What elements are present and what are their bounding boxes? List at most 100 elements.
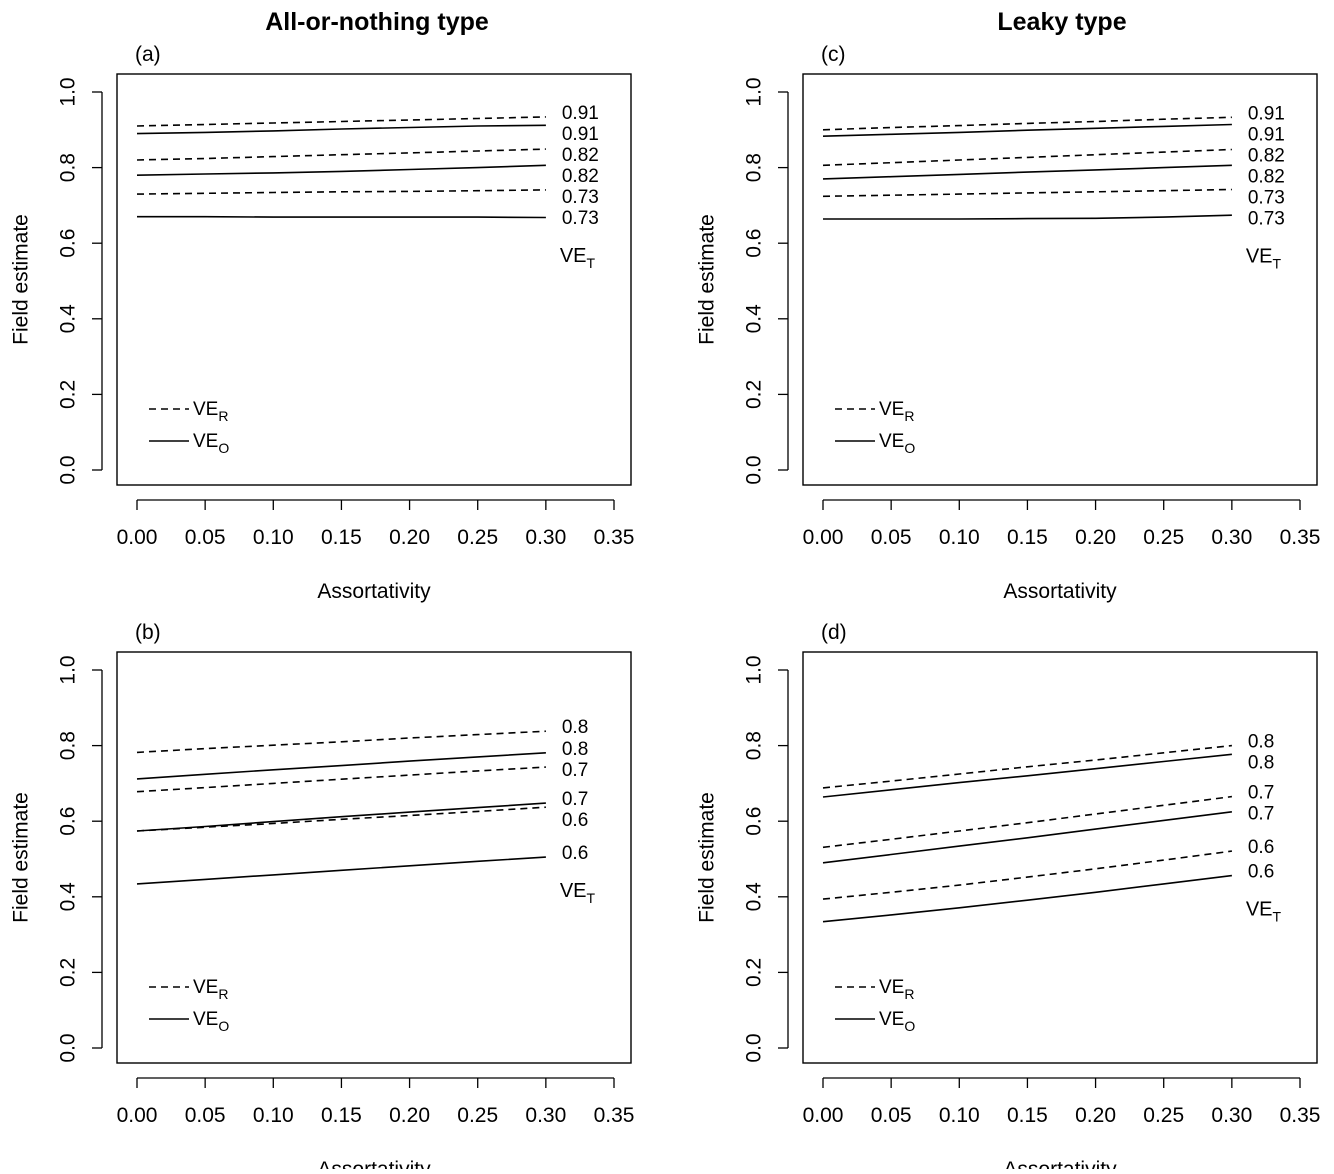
y-tick-label: 0.4 [57,304,80,334]
legend-label-1: VER [193,399,228,424]
y-tick-label: 1.0 [57,77,80,106]
legend-label-2: VEO [879,431,915,456]
y-tick-label: 0.6 [57,229,80,258]
series-end-label: 0.73 [562,187,599,208]
series-end-label: 0.82 [562,166,599,187]
x-tick-label: 0.10 [253,1104,294,1127]
series-line-6 [823,214,1232,220]
annotation-ve-t: VET [560,245,596,271]
x-tick-label: 0.00 [803,526,844,549]
panel-d: (d) 0.00 0.05 0.10 0.15 0.20 0.25 0.30 0.35 Assor… [696,621,1321,1174]
legend-label-2: VEO [879,1009,915,1034]
series-end-label: 0.73 [562,208,599,229]
x-tick-label: 0.25 [1143,526,1184,549]
legend-label-1: VER [879,977,914,1002]
y-tick-label: 0.4 [57,882,80,912]
y-axis-label: Field estimate [10,214,33,345]
series-line-4 [136,164,546,176]
panel-label: (b) [135,621,161,644]
series-end-label: 0.91 [562,124,599,145]
x-tick-label: 0.05 [871,1104,912,1127]
y-tick-label: 0.8 [743,731,766,760]
annotation-ve-t: VET [1246,245,1282,271]
x-tick-label: 0.05 [185,1104,226,1127]
y-tick-label: 0.2 [743,958,766,987]
x-tick-label: 0.30 [525,526,566,549]
y-tick-label: 0.0 [743,1033,766,1062]
series-line-4 [822,164,1232,180]
y-tick-label: 0.6 [743,807,766,836]
x-tick-label: 0.00 [117,526,158,549]
column-title-all-or-nothing: All-or-nothing type [265,8,489,36]
series-end-label: 0.91 [1248,103,1285,124]
x-tick-label: 0.05 [185,526,226,549]
series-line-6 [822,874,1232,923]
panel-b: (b) 0.00 0.05 0.10 0.15 0.20 0.25 0.30 0.35 Assor… [10,621,635,1174]
x-tick-label: 0.25 [1143,1104,1184,1127]
series-end-label: 0.6 [562,843,588,864]
series-end-label: 0.6 [1248,862,1274,883]
x-tick-label: 0.20 [1075,1104,1116,1127]
series-end-label: 0.82 [1248,145,1285,166]
x-tick-label: 0.25 [457,1104,498,1127]
series-line-1 [136,116,546,127]
y-tick-label: 0.2 [743,380,766,409]
y-tick-label: 0.0 [743,455,766,484]
series-end-label: 0.7 [562,760,588,781]
series-end-label: 0.8 [562,739,588,760]
x-tick-label: 0.15 [1007,1104,1048,1127]
y-tick-label: 1.0 [743,655,766,684]
y-tick-label: 0.0 [57,455,80,484]
series-line-4 [136,802,546,832]
panel-label: (c) [821,43,846,66]
series-line-2 [822,753,1232,798]
y-tick-label: 0.4 [743,304,766,334]
x-tick-label: 0.15 [1007,526,1048,549]
series-line-3 [136,148,546,161]
x-tick-label: 0.10 [939,526,980,549]
x-tick-label: 0.25 [457,526,498,549]
series-end-label: 0.82 [562,145,599,166]
x-tick-label: 0.20 [389,1104,430,1127]
plot-frame [116,73,632,486]
x-tick-label: 0.30 [525,1104,566,1127]
x-tick-label: 0.35 [1280,1104,1321,1127]
y-axis-label: Field estimate [696,214,719,345]
series-line-3 [136,766,546,793]
y-tick-label: 0.2 [57,958,80,987]
panel-label: (d) [821,621,847,644]
plot-frame [802,651,1318,1064]
series-end-label: 0.6 [1248,837,1274,858]
x-tick-label: 0.20 [389,526,430,549]
y-tick-label: 0.2 [57,380,80,409]
series-line-6 [136,856,546,885]
panel-label: (a) [135,43,161,66]
series-line-6 [137,215,546,219]
series-line-5 [822,850,1233,900]
series-line-2 [136,124,546,135]
series-line-5 [136,189,546,195]
legend-label-2: VEO [193,1009,229,1034]
legend-label-1: VER [879,399,914,424]
series-end-label: 0.73 [1248,187,1285,208]
x-tick-label: 0.35 [594,1104,635,1127]
x-tick-label: 0.00 [117,1104,158,1127]
series-end-label: 0.8 [1248,753,1274,774]
series-end-label: 0.73 [1248,208,1285,229]
x-tick-label: 0.35 [1280,526,1321,549]
panel-c: (c) 0.00 0.05 0.10 0.15 0.20 0.25 0.30 0.35 Assor… [696,43,1321,603]
plot-frame [802,73,1318,486]
y-tick-label: 0.0 [57,1033,80,1062]
x-axis-label: Assortativity [317,580,431,603]
column-title-leaky: Leaky type [997,8,1126,36]
x-tick-label: 0.05 [871,526,912,549]
y-axis-label: Field estimate [10,792,33,923]
series-end-label: 0.6 [562,810,588,831]
series-end-label: 0.82 [1248,166,1285,187]
plot-frame [116,651,632,1064]
x-tick-label: 0.10 [253,526,294,549]
x-tick-label: 0.35 [594,526,635,549]
legend-label-1: VER [193,977,228,1002]
